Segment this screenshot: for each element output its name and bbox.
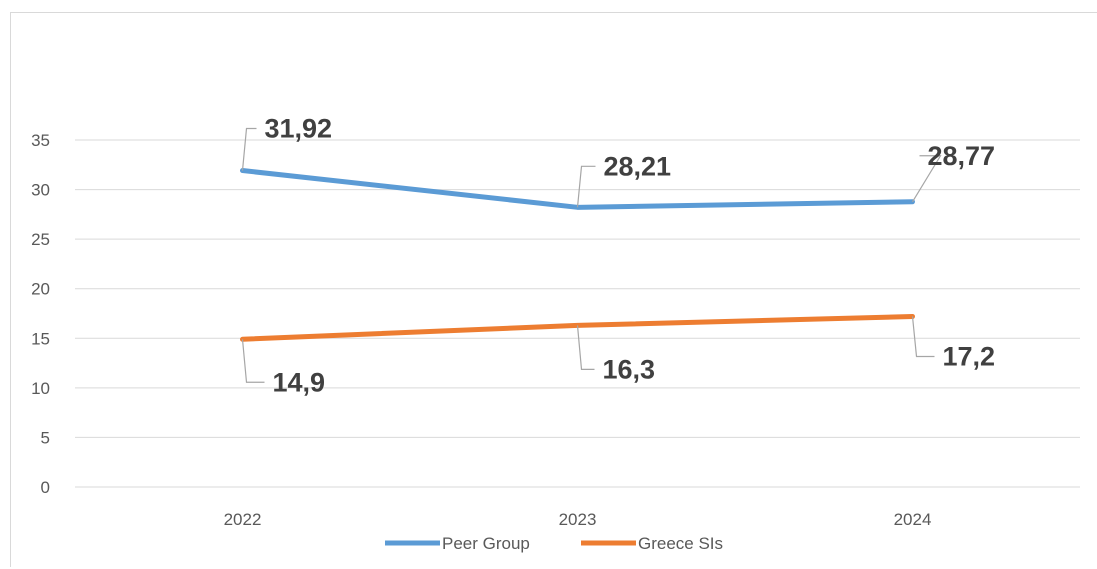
chart-frame <box>10 12 1097 567</box>
y-tick-label: 0 <box>41 478 50 497</box>
data-label: 31,92 <box>265 114 333 144</box>
legend-entry: Peer Group <box>442 534 530 553</box>
legend: Peer Group Greece SIs <box>385 534 723 553</box>
gridlines <box>75 139 1080 488</box>
x-tick-label: 2022 <box>224 510 262 529</box>
y-tick-label: 20 <box>31 280 50 299</box>
data-labels: 31,92 28,21 28,77 14,9 16,3 17,2 <box>241 114 996 397</box>
leader-line <box>576 325 595 370</box>
y-axis-ticks: 0 5 10 15 20 25 30 35 <box>31 131 50 497</box>
y-tick-label: 5 <box>41 428 50 447</box>
x-tick-label: 2023 <box>559 510 597 529</box>
y-tick-label: 10 <box>31 379 50 398</box>
series-lines <box>240 168 915 342</box>
leader-line <box>241 127 257 171</box>
data-label: 28,21 <box>604 151 672 181</box>
data-label: 17,2 <box>943 341 996 371</box>
leader-line <box>241 339 265 383</box>
legend-entry: Greece SIs <box>638 534 723 553</box>
x-tick-label: 2024 <box>894 510 932 529</box>
x-axis-ticks: 2022 2023 2024 <box>224 510 932 529</box>
y-tick-label: 25 <box>31 230 50 249</box>
y-tick-label: 15 <box>31 329 50 348</box>
leader-line <box>576 165 596 208</box>
data-label: 28,77 <box>928 141 996 171</box>
leader-line <box>911 155 942 203</box>
y-tick-label: 30 <box>31 181 50 200</box>
data-label: 14,9 <box>273 367 326 397</box>
data-label: 16,3 <box>603 354 656 384</box>
y-tick-label: 35 <box>31 131 50 150</box>
leader-line <box>911 316 935 358</box>
